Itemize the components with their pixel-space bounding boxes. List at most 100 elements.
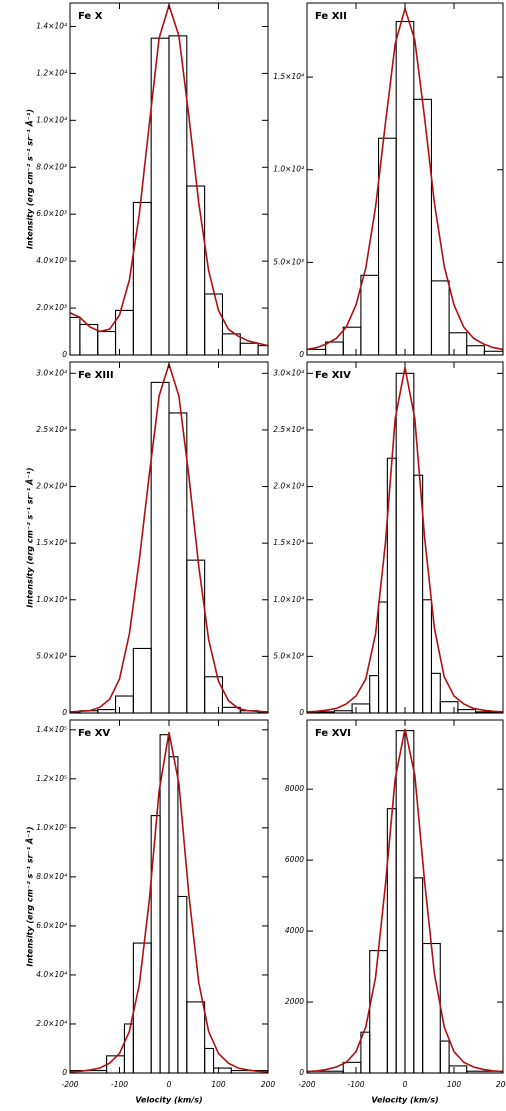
histogram-bar [483, 350, 504, 356]
histogram-bar [97, 330, 117, 356]
histogram-bar [69, 316, 81, 356]
histogram-bar [257, 345, 269, 356]
x-tick-label: -100 [111, 1080, 128, 1089]
histogram-bar [306, 348, 327, 356]
y-tick-label: 2.5×10⁴ [273, 425, 304, 434]
histogram-bar [377, 137, 397, 356]
histogram-bar [422, 599, 433, 714]
histogram-bar [413, 474, 424, 714]
histogram-bar [159, 734, 170, 1074]
histogram-bar [221, 333, 241, 356]
y-tick-label: 6000 [285, 855, 304, 864]
histogram-bar [168, 412, 188, 714]
histogram-bar [457, 709, 477, 714]
histogram-bar [369, 675, 380, 714]
y-tick-label: 1.5×10⁴ [273, 72, 304, 81]
y-tick-label: 2.0×10³ [36, 303, 67, 312]
histogram-bar [422, 942, 441, 1074]
histogram-bar [439, 1040, 450, 1074]
y-tick-label: 1.0×10⁵ [36, 823, 67, 832]
histogram-bar [430, 672, 441, 714]
histogram-bar [413, 98, 433, 356]
x-tick-label: 100 [447, 1080, 462, 1089]
histogram-bar [186, 559, 206, 714]
y-tick-label: 6.0×10³ [36, 209, 67, 218]
histogram-bar [360, 274, 380, 356]
histogram-bar [168, 756, 179, 1074]
histogram-bar [448, 1065, 468, 1074]
y-tick-label: 1.0×10⁴ [273, 165, 304, 174]
y-tick-label: 0 [299, 1068, 304, 1077]
histogram-bar [395, 372, 415, 714]
histogram-bar [213, 1067, 232, 1074]
y-tick-label: 2.0×10⁴ [36, 1019, 67, 1028]
histogram-bar [114, 695, 134, 714]
histogram-bar [342, 326, 362, 356]
y-tick-label: 5.0×10³ [36, 651, 67, 660]
x-tick-label: 0 [403, 1080, 408, 1089]
y-axis-label: Intensity (erg cm⁻² s⁻¹ sr⁻¹ Å⁻¹) [25, 826, 35, 966]
fit-curve [306, 728, 504, 1073]
histogram-bar [439, 701, 459, 714]
y-tick-label: 1.0×10⁴ [36, 115, 67, 124]
y-tick-label: 1.2×10⁴ [36, 68, 67, 77]
histogram-bar [204, 1047, 215, 1074]
histogram-bar [369, 950, 388, 1074]
x-tick-label: 200 [261, 1080, 276, 1089]
y-tick-label: 3.0×10⁴ [36, 368, 67, 377]
y-tick-label: 0 [62, 350, 67, 359]
y-tick-label: 3.0×10⁴ [273, 368, 304, 377]
y-tick-label: 1.5×10⁴ [273, 538, 304, 547]
histogram-bar [404, 730, 415, 1074]
y-tick-label: 1.0×10⁴ [36, 595, 67, 604]
plot-frame [306, 2, 504, 356]
histogram-bar [448, 332, 468, 356]
histogram-bar [413, 877, 424, 1074]
panel-title: Fe XVI [315, 728, 351, 739]
y-tick-label: 0 [62, 708, 67, 717]
histogram-bar [150, 815, 161, 1074]
x-axis-label: Velocity (km/s) [135, 1096, 202, 1105]
y-axis-label: Intensity (erg cm⁻² s⁻¹ sr⁻¹ Å⁻¹) [25, 109, 35, 249]
x-tick-label: -200 [61, 1080, 78, 1089]
y-tick-label: 0 [299, 708, 304, 717]
histogram-bar [351, 703, 371, 714]
x-tick-label: 0 [167, 1080, 172, 1089]
y-tick-label: 0 [62, 1068, 67, 1077]
y-tick-label: 1.4×10⁴ [36, 21, 67, 30]
panel-title: Fe XIII [78, 370, 114, 381]
histogram-bar [466, 345, 485, 356]
fit-curve [69, 732, 269, 1073]
panel-title: Fe XV [78, 728, 110, 739]
y-tick-label: 0 [299, 350, 304, 359]
histogram-bar [186, 185, 206, 356]
y-tick-label: 4000 [285, 926, 304, 935]
histogram-bar [430, 280, 450, 356]
histogram-bar [177, 895, 188, 1074]
y-tick-label: 4.0×10³ [36, 256, 67, 265]
y-tick-label: 5.0×10³ [273, 257, 304, 266]
y-tick-label: 5.0×10³ [273, 651, 304, 660]
y-tick-label: 8.0×10⁴ [36, 872, 67, 881]
histogram-bar [342, 1061, 362, 1074]
histogram-bar [325, 341, 344, 356]
histogram-bar [204, 293, 224, 356]
y-tick-label: 6.0×10⁴ [36, 921, 67, 930]
histogram-bar [239, 342, 259, 356]
y-tick-label: 1.4×10⁵ [36, 725, 67, 734]
histogram-bar [132, 647, 152, 714]
y-tick-label: 1.0×10⁴ [273, 595, 304, 604]
histogram-bar [360, 1031, 371, 1074]
x-axis-label: Velocity (km/s) [371, 1096, 438, 1105]
y-tick-label: 2.0×10⁴ [273, 482, 304, 491]
y-tick-label: 2000 [285, 997, 304, 1006]
y-tick-label: 1.5×10⁴ [36, 538, 67, 547]
fit-curve [306, 367, 504, 713]
histogram-bar [132, 201, 152, 356]
y-tick-label: 2.0×10⁴ [36, 482, 67, 491]
y-tick-label: 8000 [285, 784, 304, 793]
fit-curve [306, 5, 504, 351]
histogram-bar [395, 730, 406, 1074]
y-tick-label: 8.0×10³ [36, 162, 67, 171]
